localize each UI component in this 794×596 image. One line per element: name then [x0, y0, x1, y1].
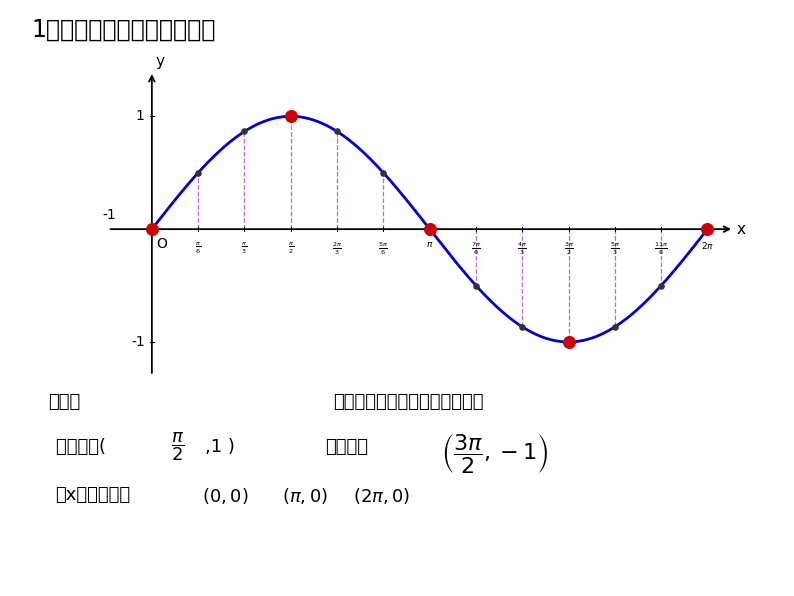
- Text: $\frac{\pi}{6}$: $\frac{\pi}{6}$: [195, 240, 201, 256]
- Text: $(0,0)$: $(0,0)$: [202, 486, 249, 506]
- Text: $\left(\dfrac{3\pi}{2},-1\right)$: $\left(\dfrac{3\pi}{2},-1\right)$: [441, 432, 548, 475]
- Text: O: O: [156, 237, 168, 251]
- Point: [192, 168, 205, 178]
- Text: ,1 ): ,1 ): [205, 438, 235, 456]
- Point: [469, 281, 482, 290]
- Text: $2\pi$: $2\pi$: [701, 240, 714, 252]
- Text: $(2\pi,0)$: $(2\pi,0)$: [353, 486, 410, 506]
- Text: $\frac{7\pi}{6}$: $\frac{7\pi}{6}$: [471, 240, 481, 257]
- Text: -1: -1: [131, 335, 145, 349]
- Point: [423, 224, 436, 234]
- Text: $\frac{3\pi}{2}$: $\frac{3\pi}{2}$: [564, 240, 573, 257]
- Text: $\frac{5\pi}{6}$: $\frac{5\pi}{6}$: [379, 240, 388, 257]
- Text: y: y: [156, 54, 164, 69]
- Point: [284, 111, 297, 121]
- Point: [562, 337, 575, 347]
- Text: $\frac{11\pi}{6}$: $\frac{11\pi}{6}$: [654, 240, 668, 257]
- Point: [701, 224, 714, 234]
- Point: [516, 322, 529, 331]
- Text: x: x: [737, 222, 746, 237]
- Text: 1、正、余弦函数图像特征：: 1、正、余弦函数图像特征：: [32, 18, 216, 42]
- Point: [331, 127, 344, 136]
- Point: [655, 281, 668, 290]
- Text: $\frac{4\pi}{3}$: $\frac{4\pi}{3}$: [518, 240, 527, 257]
- Text: $\frac{\pi}{3}$: $\frac{\pi}{3}$: [241, 240, 248, 256]
- Point: [377, 168, 390, 178]
- Point: [608, 322, 621, 331]
- Text: 在函数: 在函数: [48, 393, 80, 411]
- Text: $\frac{\pi}{2}$: $\frac{\pi}{2}$: [287, 240, 294, 256]
- Point: [145, 224, 158, 234]
- Text: 最低点：: 最低点：: [326, 438, 368, 456]
- Text: $\frac{5\pi}{3}$: $\frac{5\pi}{3}$: [610, 240, 620, 257]
- Text: -1: -1: [102, 209, 116, 222]
- Text: $\pi$: $\pi$: [426, 240, 434, 249]
- Text: 与x轴的交点：: 与x轴的交点：: [56, 486, 131, 504]
- Text: $(\pi,0)$: $(\pi,0)$: [282, 486, 328, 506]
- Text: 1: 1: [136, 109, 145, 123]
- Text: 最高点：(: 最高点：(: [56, 438, 111, 456]
- Text: $\frac{2\pi}{3}$: $\frac{2\pi}{3}$: [332, 240, 342, 257]
- Point: [238, 127, 251, 136]
- Text: 的图象上，起关键作用的点有：: 的图象上，起关键作用的点有：: [333, 393, 484, 411]
- Text: $\dfrac{\pi}{2}$: $\dfrac{\pi}{2}$: [171, 430, 184, 463]
